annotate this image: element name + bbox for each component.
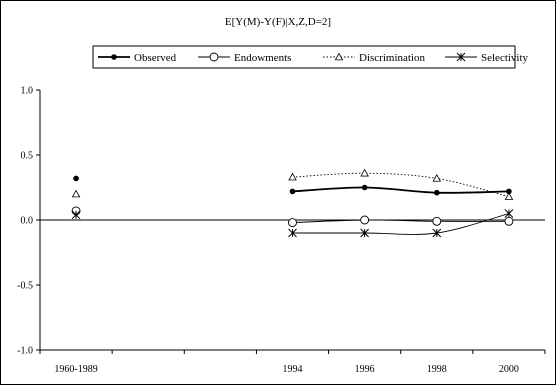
data-point-endowments xyxy=(360,215,370,225)
data-point-discrimination xyxy=(432,173,442,182)
legend-item-observed: Observed xyxy=(98,52,177,64)
plot-area: 1.0 0.5 0.0 -0.5 -1.0 1960-1989 1994 1996 1998 20… xyxy=(17,86,546,375)
legend-label-endowments: Endowments xyxy=(234,52,291,64)
series-line-observed xyxy=(292,186,509,194)
series-discrimination xyxy=(71,168,514,200)
legend-marker-selectivity xyxy=(456,52,466,62)
x-tick-label: 2000 xyxy=(499,364,519,375)
x-tick-label: 1998 xyxy=(427,364,447,375)
data-point-endowments xyxy=(504,216,514,226)
series-line-endowments xyxy=(292,219,509,224)
legend-label-observed: Observed xyxy=(134,52,177,64)
legend-marker-endowments xyxy=(209,52,219,62)
legend-marker-observed xyxy=(111,54,117,60)
data-point-observed xyxy=(433,189,440,196)
y-tick-label: -1.0 xyxy=(17,346,33,357)
y-tick-label: 0.5 xyxy=(21,151,34,162)
data-point-selectivity xyxy=(504,209,514,218)
series-line-selectivity xyxy=(292,213,510,235)
y-tick-label: 1.0 xyxy=(21,86,34,97)
data-point-observed xyxy=(361,184,368,191)
legend-label-discrimination: Discrimination xyxy=(359,52,425,64)
data-point-discrimination xyxy=(504,192,514,200)
chart-title: E[Y(M)-Y(F)|X,Z,D=2] xyxy=(225,16,331,28)
data-point-observed xyxy=(506,188,512,195)
x-tick-label: 1960-1989 xyxy=(54,364,97,375)
data-point-observed xyxy=(289,188,296,195)
data-point-discrimination xyxy=(360,168,369,177)
data-point-discrimination xyxy=(71,189,81,198)
legend-item-endowments: Endowments xyxy=(198,52,291,64)
series-endowments xyxy=(71,206,514,228)
series-line-discrimination xyxy=(292,172,510,198)
y-tick-label: -0.5 xyxy=(17,281,33,292)
legend: Observed Endowments Discrimination Selectiv… xyxy=(92,45,529,69)
y-tick-label: 0.0 xyxy=(21,216,34,227)
legend-box xyxy=(92,45,516,69)
legend-item-selectivity: Selectivity xyxy=(445,52,529,64)
data-point-selectivity xyxy=(71,210,81,220)
data-point-discrimination xyxy=(288,172,297,181)
data-point-selectivity xyxy=(288,228,297,238)
data-point-selectivity xyxy=(432,228,442,238)
series-observed xyxy=(73,175,512,196)
data-point-endowments xyxy=(432,216,442,226)
x-tick-label: 1996 xyxy=(355,364,375,375)
data-point-observed xyxy=(73,175,79,182)
legend-item-discrimination: Discrimination xyxy=(323,52,425,64)
legend-marker-discrimination xyxy=(334,52,344,61)
legend-label-selectivity: Selectivity xyxy=(481,52,529,64)
data-point-endowments xyxy=(288,218,297,228)
series-selectivity xyxy=(71,209,514,238)
data-point-selectivity xyxy=(360,228,369,238)
x-tick-label: 1994 xyxy=(283,364,303,375)
